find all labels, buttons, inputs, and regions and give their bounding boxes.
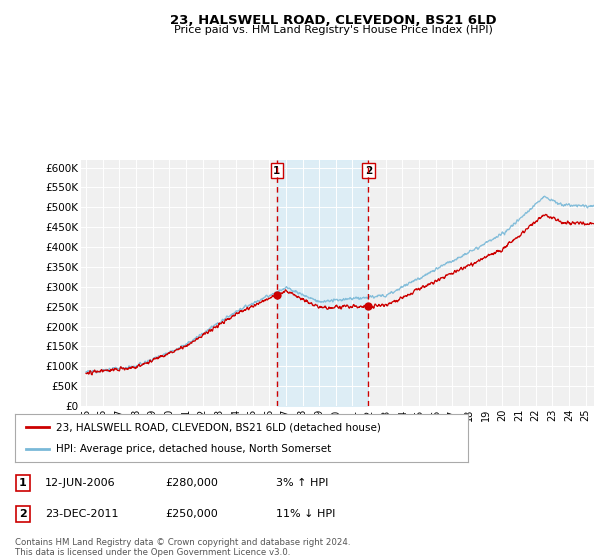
Text: 1: 1 <box>19 478 26 488</box>
Text: 2: 2 <box>19 509 26 519</box>
Text: 23-DEC-2011: 23-DEC-2011 <box>45 509 119 519</box>
Text: HPI: Average price, detached house, North Somerset: HPI: Average price, detached house, Nort… <box>56 444 331 454</box>
Text: 1: 1 <box>273 166 280 176</box>
Text: 23, HALSWELL ROAD, CLEVEDON, BS21 6LD: 23, HALSWELL ROAD, CLEVEDON, BS21 6LD <box>170 14 496 27</box>
Text: 11% ↓ HPI: 11% ↓ HPI <box>276 509 335 519</box>
Text: Contains HM Land Registry data © Crown copyright and database right 2024.
This d: Contains HM Land Registry data © Crown c… <box>15 538 350 557</box>
Text: £280,000: £280,000 <box>165 478 218 488</box>
Text: £250,000: £250,000 <box>165 509 218 519</box>
Text: 2: 2 <box>365 166 372 176</box>
Text: 12-JUN-2006: 12-JUN-2006 <box>45 478 116 488</box>
Text: Price paid vs. HM Land Registry's House Price Index (HPI): Price paid vs. HM Land Registry's House … <box>173 25 493 35</box>
Text: 23, HALSWELL ROAD, CLEVEDON, BS21 6LD (detached house): 23, HALSWELL ROAD, CLEVEDON, BS21 6LD (d… <box>56 422 380 432</box>
Text: 3% ↑ HPI: 3% ↑ HPI <box>276 478 328 488</box>
